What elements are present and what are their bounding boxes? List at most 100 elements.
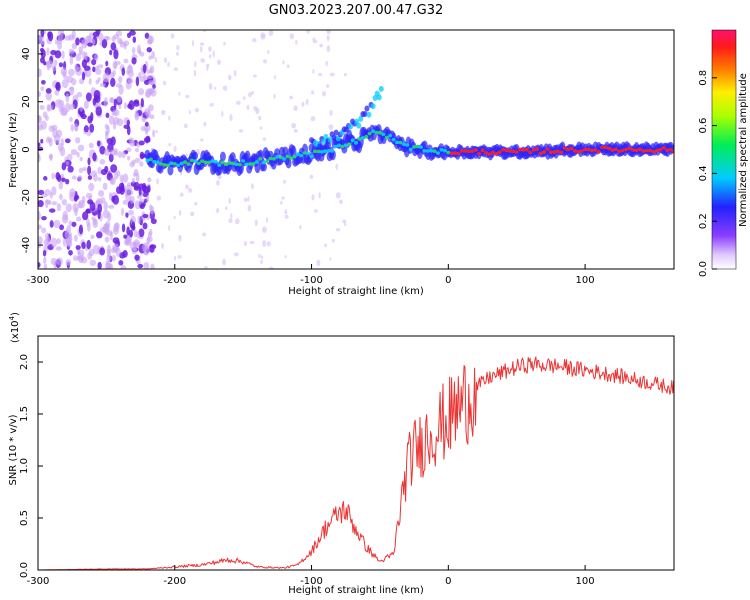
spectrogram-noise-mark bbox=[50, 237, 58, 248]
spectrogram-noise-mark bbox=[47, 104, 54, 111]
snr-x-tick-label: 100 bbox=[576, 576, 595, 587]
spectrogram-noise-mark bbox=[78, 167, 84, 174]
spectrogram-ridge-peak bbox=[282, 157, 287, 161]
spectrogram-noise-mark bbox=[56, 257, 63, 266]
spectrogram-noise-mark bbox=[109, 177, 116, 185]
spectrogram-noise-mark bbox=[51, 65, 57, 72]
spectrogram-noise-mark bbox=[65, 93, 70, 103]
spectrogram-ridge-peak bbox=[258, 157, 263, 161]
spectrogram-noise-mark bbox=[81, 59, 87, 68]
spectrogram-noise-mark bbox=[99, 82, 106, 88]
spectrogram-ridge-peak bbox=[401, 142, 406, 147]
spectrogram-noise-mark bbox=[125, 184, 133, 194]
spectrogram-ridge-peak bbox=[661, 145, 666, 150]
spectrogram-noise-mark bbox=[60, 109, 68, 116]
spectrogram-noise-mark bbox=[120, 207, 125, 217]
spectrogram-noise-mark bbox=[38, 199, 44, 208]
spectrogram-noise-mark bbox=[55, 171, 61, 181]
spectrogram-noise-mark bbox=[154, 56, 158, 63]
spectrogram-noise-mark bbox=[99, 247, 106, 256]
spectrogram-ridge-peak bbox=[217, 163, 222, 167]
spectrogram-noise-mark bbox=[54, 133, 61, 144]
spectrogram-noise-mark bbox=[64, 35, 72, 41]
spectrogram-noise-mark bbox=[65, 102, 71, 112]
spectrogram-noise-mark bbox=[253, 74, 257, 78]
spectrogram-noise-mark bbox=[190, 211, 195, 217]
spectrogram-ridge-peak bbox=[395, 140, 400, 145]
spectrogram-ridge-peak bbox=[189, 158, 194, 163]
spectrogram-noise-mark bbox=[127, 79, 134, 84]
spectrogram-noise-mark bbox=[129, 196, 135, 204]
snr-y-axis-label: SNR (10 * v/v) bbox=[8, 414, 19, 485]
spectrogram-ridge-peak bbox=[566, 147, 570, 152]
spectrogram-noise-mark bbox=[74, 63, 78, 72]
spectrogram-y-tick-label: 40 bbox=[21, 48, 32, 61]
spectrogram-ridge-peak bbox=[542, 150, 547, 154]
spectrogram-branch-mark bbox=[378, 85, 384, 92]
spectrogram-noise-mark bbox=[265, 217, 269, 224]
spectrogram-ridge-peak bbox=[463, 149, 468, 153]
spectrogram-noise-mark bbox=[90, 111, 94, 122]
spectrogram-noise-mark bbox=[38, 91, 42, 97]
snr-scale-close: ) bbox=[10, 312, 21, 316]
spectrogram-noise-mark bbox=[70, 124, 75, 132]
spectrogram-branch-mark bbox=[370, 103, 376, 110]
spectrogram-noise-mark bbox=[109, 97, 115, 103]
spectrogram-noise-mark bbox=[247, 92, 253, 98]
spectrogram-noise-mark bbox=[99, 227, 107, 233]
spectrogram-noise-mark bbox=[204, 265, 208, 269]
spectrogram-ridge-peak bbox=[388, 133, 393, 138]
spectrogram-noise-mark bbox=[97, 176, 102, 182]
spectrogram-ridge-peak bbox=[254, 160, 259, 164]
spectrogram-noise-mark bbox=[82, 211, 89, 221]
spectrogram-noise-mark bbox=[61, 177, 66, 182]
spectrogram-ridge-peak bbox=[265, 159, 270, 163]
spectrogram-noise-mark bbox=[95, 106, 102, 117]
spectrogram-ridge-peak bbox=[309, 154, 314, 159]
spectrogram-noise-mark bbox=[123, 58, 129, 64]
spectrogram-noise-mark bbox=[72, 202, 79, 213]
spectrogram-noise-mark bbox=[38, 262, 41, 268]
colorbar-ticks: 0.0 0.2 0.4 0.6 0.8 bbox=[698, 70, 717, 277]
spectrogram-noise-mark bbox=[58, 193, 63, 201]
spectrogram-noise-mark bbox=[86, 131, 92, 137]
spectrogram-noise-mark bbox=[76, 91, 83, 98]
spectrogram-noise-mark bbox=[66, 241, 73, 248]
spectrogram-noise-mark bbox=[149, 244, 155, 253]
spectrogram-noise-mark bbox=[46, 60, 54, 69]
spectrogram-noise-mark bbox=[108, 115, 115, 125]
spectrogram-ridge-peak bbox=[336, 143, 341, 148]
spectrogram-noise-mark bbox=[221, 110, 224, 117]
spectrogram-noise-mark bbox=[293, 105, 298, 111]
spectrogram-noise-mark bbox=[299, 225, 302, 230]
spectrogram-ridge-peak bbox=[261, 160, 266, 165]
spectrogram-noise-mark bbox=[281, 196, 285, 200]
spectrogram-noise-mark bbox=[122, 249, 128, 258]
spectrogram-ridge-peak bbox=[480, 148, 485, 153]
spectrogram-ridge-peak bbox=[299, 153, 304, 158]
spectrogram-ridge-peak bbox=[418, 145, 423, 149]
spectrogram-noise-mark bbox=[185, 94, 190, 99]
spectrogram-noise-mark bbox=[77, 144, 85, 152]
spectrogram-noise-mark bbox=[311, 90, 314, 95]
spectrogram-noise-mark bbox=[86, 239, 92, 250]
spectrogram-noise-mark bbox=[128, 209, 134, 216]
spectrogram-noise-mark bbox=[89, 259, 97, 267]
spectrogram-noise-mark bbox=[87, 175, 93, 180]
spectrogram-ridge-peak bbox=[155, 160, 160, 165]
spectrogram-noise-mark bbox=[206, 65, 209, 71]
spectrogram-noise-mark bbox=[42, 249, 47, 257]
spectrogram-noise-mark bbox=[54, 98, 62, 108]
spectrogram-noise-mark bbox=[136, 231, 140, 239]
spectrogram-noise-mark bbox=[326, 45, 331, 53]
spectrogram-ridge-peak bbox=[340, 144, 345, 149]
snr-scale-exponent: 4 bbox=[8, 315, 16, 320]
spectrogram-noise-mark bbox=[289, 33, 294, 40]
spectrogram-noise-mark bbox=[43, 61, 47, 66]
spectrogram-noise-mark bbox=[129, 229, 134, 238]
spectrogram-noise-mark bbox=[51, 172, 56, 180]
spectrogram-noise-mark bbox=[98, 32, 104, 42]
spectrogram-noise-mark bbox=[179, 192, 184, 197]
spectrogram-noise-mark bbox=[85, 92, 92, 102]
spectrogram-noise-mark bbox=[71, 30, 76, 40]
